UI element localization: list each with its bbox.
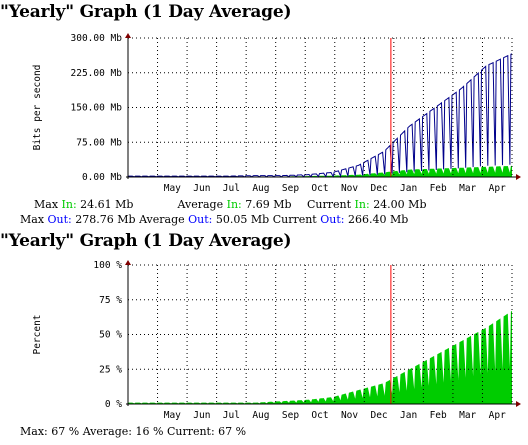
series-area-percent	[128, 310, 512, 404]
stat-series-in: In:	[61, 198, 77, 211]
stat-cur-out: Current Out: 266.40 Mb	[273, 213, 409, 226]
stat-value: 24.00 Mb	[373, 198, 427, 211]
x-axis-arrow-icon	[516, 401, 521, 407]
stat-label: Max	[34, 198, 59, 211]
x-tick-label: Jan	[400, 410, 417, 421]
stat-series-out: Out:	[320, 213, 345, 226]
x-tick-label: May	[164, 410, 181, 421]
y-tick-label: 25 %	[99, 364, 122, 375]
stat-label: Current	[307, 198, 352, 211]
stat-series-out: Out:	[188, 213, 213, 226]
stat-value: 50.05 Mb	[215, 213, 270, 226]
stat-avg-out: Average Out: 50.05 Mb	[139, 213, 269, 226]
stat-series-in: In:	[354, 198, 370, 211]
stat-label: Max	[20, 213, 45, 226]
y-tick-label: 75.00 Mb	[76, 137, 122, 148]
y-tick-label: 0.00 Mb	[82, 172, 122, 183]
x-tick-label: Nov	[341, 183, 358, 194]
chart-title: "Yearly" Graph (1 Day Average)	[0, 2, 292, 22]
x-tick-label: May	[164, 183, 181, 194]
stat-max-out: Max Out: 278.76 Mb	[20, 213, 136, 226]
stat-label: Current	[272, 213, 317, 226]
x-tick-label: Nov	[341, 410, 358, 421]
stats-percent-row: Max: 67 % Average: 16 % Current: 67 %	[20, 425, 246, 438]
y-tick-label: 100 %	[93, 260, 122, 271]
series-area-in	[128, 165, 512, 177]
stat-value: 278.76 Mb	[75, 213, 136, 226]
stat-max-in: Max In: 24.61 Mb	[34, 198, 174, 211]
x-tick-label: Apr	[489, 183, 506, 194]
x-tick-label: Sep	[282, 183, 299, 194]
x-tick-label: Oct	[311, 410, 328, 421]
stats-out-row: Max Out: 278.76 Mb Average Out: 50.05 Mb…	[20, 213, 408, 226]
y-axis-label: Bits per second	[32, 65, 43, 151]
stats-in-row: Max In: 24.61 Mb Average In: 7.69 Mb Cur…	[34, 198, 426, 211]
x-tick-label: Sep	[282, 410, 299, 421]
stat-value: 7.69 Mb	[245, 198, 292, 211]
x-tick-label: Dec	[370, 410, 387, 421]
x-tick-label: Jun	[193, 183, 210, 194]
x-tick-label: Aug	[252, 410, 269, 421]
x-tick-label: Jun	[193, 410, 210, 421]
y-axis-label: Percent	[32, 314, 43, 354]
y-tick-label: 300.00 Mb	[71, 33, 123, 44]
stat-series-out: Out:	[47, 213, 72, 226]
y-tick-label: 150.00 Mb	[71, 103, 123, 114]
x-tick-label: Jul	[223, 183, 240, 194]
x-tick-label: Mar	[459, 183, 476, 194]
x-tick-label: Mar	[459, 410, 476, 421]
y-tick-label: 50 %	[99, 330, 122, 341]
x-tick-label: Jul	[223, 410, 240, 421]
x-tick-label: Dec	[370, 183, 387, 194]
stat-avg: Average: 16 %	[82, 425, 164, 438]
series-line-out	[128, 53, 513, 179]
y-axis-arrow-icon	[125, 260, 131, 265]
x-tick-label: Jan	[400, 183, 417, 194]
x-tick-label: Feb	[430, 410, 447, 421]
y-tick-label: 0 %	[105, 399, 122, 410]
x-tick-label: Feb	[430, 183, 447, 194]
stat-cur-in: Current In: 24.00 Mb	[307, 198, 426, 211]
stat-max: Max: 67 %	[20, 425, 80, 438]
stat-label: Average	[139, 213, 185, 226]
stat-cur: Current: 67 %	[166, 425, 247, 438]
chart-percent: 0 % 25 % 50 % 75 % 100 % Percent May Jun Jul Aug S…	[32, 260, 521, 421]
chart-traffic: 0.00 Mb 75.00 Mb 150.00 Mb 225.00 Mb 300.00 …	[32, 33, 521, 194]
x-tick-label: Apr	[489, 410, 506, 421]
stat-series-in: In:	[226, 198, 242, 211]
chart-title: "Yearly" Graph (1 Day Average)	[0, 231, 292, 251]
x-tick-label: Aug	[252, 183, 269, 194]
x-axis-arrow-icon	[516, 174, 521, 180]
stat-value: 24.61 Mb	[80, 198, 134, 211]
y-axis-arrow-icon	[125, 33, 131, 38]
y-tick-label: 225.00 Mb	[71, 68, 123, 79]
stat-value: 266.40 Mb	[347, 213, 409, 226]
y-tick-label: 75 %	[99, 295, 122, 306]
stat-avg-in: Average In: 7.69 Mb	[178, 198, 304, 211]
stat-label: Average	[177, 198, 224, 211]
x-tick-label: Oct	[311, 183, 328, 194]
